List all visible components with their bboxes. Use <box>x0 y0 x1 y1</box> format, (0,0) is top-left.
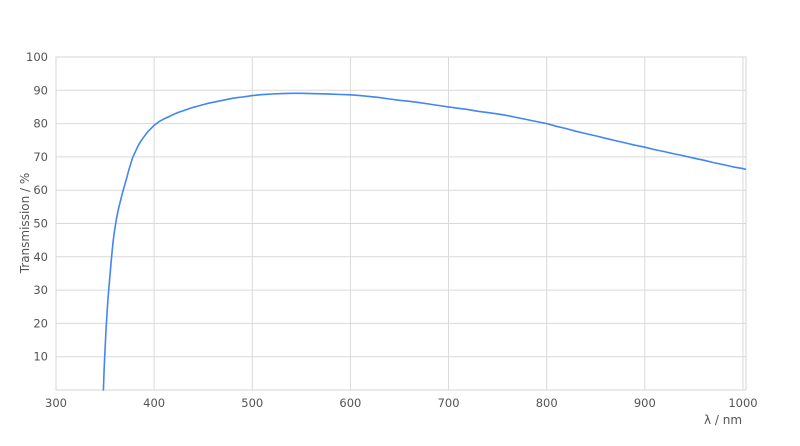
x-tick-label: 300 <box>45 396 67 410</box>
x-tick-label: 700 <box>438 396 460 410</box>
y-tick-label: 50 <box>33 217 48 231</box>
x-tick-label: 800 <box>536 396 558 410</box>
y-tick-label: 40 <box>33 250 48 264</box>
x-axis-title: λ / nm <box>704 413 743 427</box>
y-tick-label: 60 <box>33 183 48 197</box>
y-tick-label: 80 <box>33 117 48 131</box>
y-tick-label: 30 <box>33 283 48 297</box>
x-tick-label: 1000 <box>728 396 757 410</box>
transmission-curve <box>102 92 747 391</box>
y-tick-label: 70 <box>33 150 48 164</box>
y-tick-label: 20 <box>33 316 48 330</box>
x-tick-label: 500 <box>241 396 263 410</box>
y-tick-label: 10 <box>33 350 48 364</box>
y-axis-title: Transmission / % <box>18 172 32 274</box>
y-tick-label: 90 <box>33 83 48 97</box>
x-tick-label: 400 <box>143 396 165 410</box>
y-tick-label: 100 <box>26 50 48 64</box>
plot-border <box>55 56 747 391</box>
x-tick-label: 600 <box>339 396 361 410</box>
x-tick-label: 900 <box>634 396 656 410</box>
